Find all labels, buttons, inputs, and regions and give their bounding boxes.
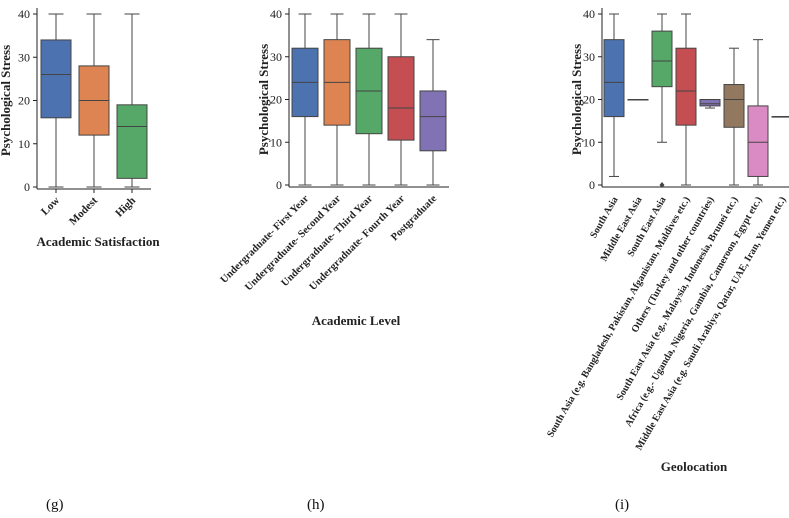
x-tick-label: High [113, 195, 138, 220]
y-tick-label: 10 [583, 135, 595, 149]
box-body [675, 47, 697, 126]
box-2 [78, 13, 110, 188]
y-tick-label: 0 [589, 178, 595, 192]
y-tick-label: 10 [270, 135, 282, 149]
box-1 [40, 13, 72, 188]
y-tick-label: 0 [276, 178, 282, 192]
box-1 [291, 13, 319, 186]
box-body [116, 104, 148, 179]
y-axis-label: Psychological Stress [256, 44, 271, 155]
x-axis-label: Academic Level [312, 313, 401, 328]
box-body [603, 39, 625, 118]
caption-g: (g) [46, 497, 64, 513]
x-axis-label: Academic Satisfaction [36, 234, 160, 249]
box-body [723, 84, 745, 128]
box-body [387, 56, 415, 141]
y-tick-label: 20 [583, 93, 595, 107]
outlier [659, 182, 665, 188]
box-1 [603, 13, 625, 177]
chart-g: 0 10 20 30 40 Psychological Stress Low Modest Hi… [0, 7, 160, 249]
box-4 [675, 13, 697, 186]
box-8 [771, 116, 789, 118]
box-5 [699, 99, 721, 109]
y-tick-label: 40 [583, 7, 595, 21]
caption-i: (i) [615, 497, 630, 513]
y-tick-label: 0 [24, 180, 30, 194]
y-tick-label: 10 [18, 137, 30, 151]
box-6 [723, 47, 745, 186]
box-2 [323, 13, 351, 186]
box-5 [419, 39, 447, 186]
box-3 [116, 13, 148, 188]
box-7 [747, 39, 769, 186]
box-4 [387, 13, 415, 186]
y-tick-label: 30 [583, 50, 595, 64]
y-tick-label: 30 [270, 50, 282, 64]
y-axis-label: Psychological Stress [0, 45, 13, 156]
x-tick-label: Low [39, 195, 62, 218]
y-tick-label: 20 [270, 93, 282, 107]
box-body [651, 30, 673, 88]
y-tick-label: 40 [270, 7, 282, 21]
box-body [419, 90, 447, 152]
box-3 [651, 13, 673, 188]
box-2 [627, 99, 649, 101]
y-axis-label: Psychological Stress [569, 44, 584, 155]
y-tick-label: 30 [18, 50, 30, 64]
box-body [40, 39, 72, 119]
box-3 [355, 13, 383, 186]
x-axis-label: Geolocation [661, 459, 728, 474]
box-body [747, 105, 769, 177]
y-tick-label: 20 [18, 94, 30, 108]
y-tick-label: 40 [18, 7, 30, 21]
box-body [699, 99, 721, 107]
caption-h: (h) [307, 497, 325, 513]
x-tick-label: Modest [67, 194, 100, 227]
